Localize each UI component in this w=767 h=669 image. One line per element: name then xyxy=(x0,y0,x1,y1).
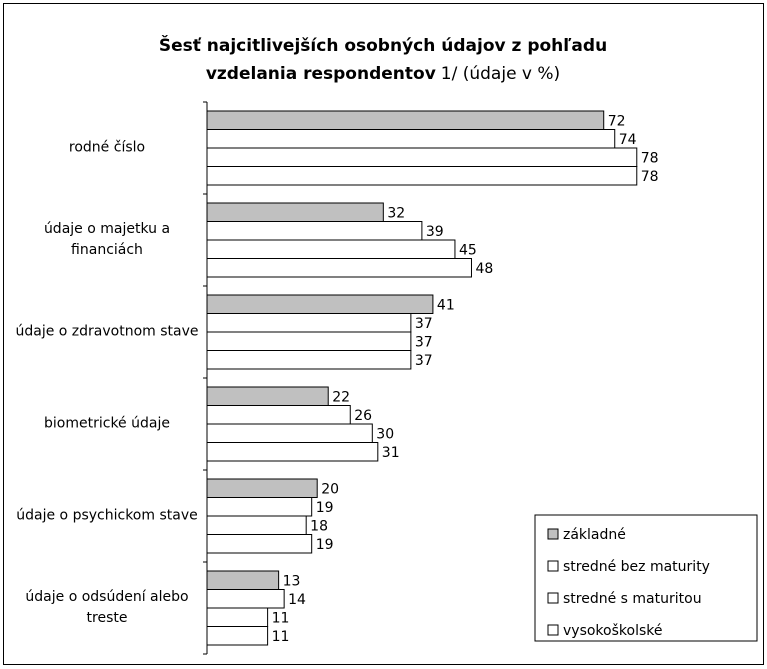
data-label: 20 xyxy=(321,481,339,497)
data-label: 19 xyxy=(316,500,334,516)
data-label: 32 xyxy=(387,205,405,221)
bar xyxy=(206,258,472,278)
bar xyxy=(206,350,412,370)
data-label: 48 xyxy=(475,261,493,277)
data-label: 78 xyxy=(641,169,659,185)
bar xyxy=(206,147,638,167)
chart-title: Šesť najcitlivejších osobných údajov z p… xyxy=(159,34,607,56)
legend-swatch xyxy=(547,592,559,604)
bar xyxy=(206,626,269,646)
data-label: 74 xyxy=(619,132,637,148)
bar xyxy=(206,239,456,259)
bar xyxy=(206,497,313,517)
legend-label: stredné s maturitou xyxy=(563,591,702,607)
data-label: 37 xyxy=(415,334,433,350)
legend-swatch xyxy=(547,624,559,636)
data-label: 13 xyxy=(283,573,301,589)
data-label: 14 xyxy=(288,592,306,608)
category-label: údaje o odsúdení alebo treste xyxy=(25,589,189,626)
bar xyxy=(206,423,373,443)
legend-swatch xyxy=(547,528,559,540)
bar xyxy=(206,534,313,554)
data-label: 22 xyxy=(332,389,350,405)
data-label: 37 xyxy=(415,353,433,369)
bar xyxy=(206,607,269,627)
data-label: 11 xyxy=(272,610,290,626)
category-label: údaje o majetku a financiách xyxy=(43,221,171,258)
bar xyxy=(206,166,638,186)
data-label: 30 xyxy=(376,426,394,442)
category-label: biometrické údaje xyxy=(44,415,170,432)
legend-label: základné xyxy=(563,527,626,543)
data-label: 31 xyxy=(382,445,400,461)
data-label: 19 xyxy=(316,537,334,553)
legend-box xyxy=(534,514,758,642)
legend-label: stredné bez maturity xyxy=(563,559,710,575)
data-label: 26 xyxy=(354,408,372,424)
data-label: 72 xyxy=(608,113,626,129)
bar xyxy=(206,515,307,535)
category-label: údaje o zdravotnom stave xyxy=(15,323,199,340)
data-label: 39 xyxy=(426,224,444,240)
bar xyxy=(206,589,285,609)
bar xyxy=(206,405,351,425)
bar xyxy=(206,478,318,498)
data-label: 37 xyxy=(415,316,433,332)
subtitle: 1/ (údaje v %) xyxy=(441,64,560,84)
bar xyxy=(206,386,329,406)
legend-swatch xyxy=(547,560,559,572)
bar xyxy=(206,110,605,130)
bar xyxy=(206,294,434,314)
title-bold: vzdelania respondentov xyxy=(206,64,436,84)
data-label: 11 xyxy=(272,629,290,645)
chart-title-line2: vzdelania respondentov 1/ (údaje v %) xyxy=(206,64,560,84)
bar xyxy=(206,221,423,241)
data-label: 78 xyxy=(641,150,659,166)
bar xyxy=(206,442,379,462)
bar xyxy=(206,202,384,222)
legend-label: vysokoškolské xyxy=(563,623,662,639)
bar xyxy=(206,313,412,333)
bar xyxy=(206,129,616,149)
data-label: 45 xyxy=(459,242,477,258)
category-label: údaje o psychickom stave xyxy=(16,507,198,524)
bar xyxy=(206,570,280,590)
data-label: 18 xyxy=(310,518,328,534)
bar xyxy=(206,331,412,351)
category-label: rodné číslo xyxy=(68,139,146,156)
data-label: 41 xyxy=(437,297,455,313)
